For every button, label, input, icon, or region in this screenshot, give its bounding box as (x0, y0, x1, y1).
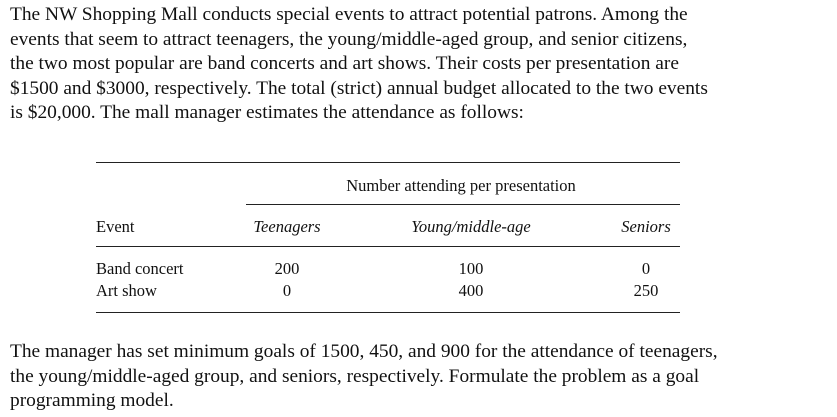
table-bottom-rule (96, 312, 680, 313)
table-top-rule (96, 162, 680, 163)
row-band-concert-young: 100 (458, 259, 484, 278)
closing-line: The manager has set minimum goals of 150… (10, 341, 718, 362)
intro-paragraph: The NW Shopping Mall conducts special ev… (10, 3, 830, 126)
header-young-middle-age: Young/middle-age (411, 217, 531, 236)
closing-paragraph: The manager has set minimum goals of 150… (10, 340, 830, 414)
row-band-concert-senior: 0 (641, 259, 651, 278)
header-event: Event (96, 217, 135, 236)
header-teenagers: Teenagers (253, 217, 321, 236)
row-art-show-young: 400 (458, 281, 484, 300)
row-band-concert-teen: 200 (274, 259, 300, 278)
group-header: Number attending per presentation (346, 176, 576, 195)
row-art-show-event: Art show (96, 281, 157, 300)
closing-line: programming model. (10, 390, 174, 411)
header-rule (96, 246, 680, 247)
row-art-show-teen: 0 (282, 281, 292, 300)
row-band-concert-event: Band concert (96, 259, 184, 278)
intro-line: the two most popular are band concerts a… (10, 53, 679, 74)
intro-line: $1500 and $3000, respectively. The total… (10, 77, 708, 99)
closing-line: the young/middle-aged group, and seniors… (10, 365, 700, 387)
group-header-rule (246, 204, 680, 205)
header-seniors: Seniors (621, 217, 671, 236)
intro-line: is $20,000. The mall manager estimates t… (10, 102, 524, 123)
row-art-show-senior: 250 (633, 281, 659, 300)
intro-line: The NW Shopping Mall conducts special ev… (10, 4, 688, 25)
attendance-table: Number attending per presentation Event … (96, 162, 680, 313)
intro-line: events that seem to attract teenagers, t… (10, 28, 688, 50)
